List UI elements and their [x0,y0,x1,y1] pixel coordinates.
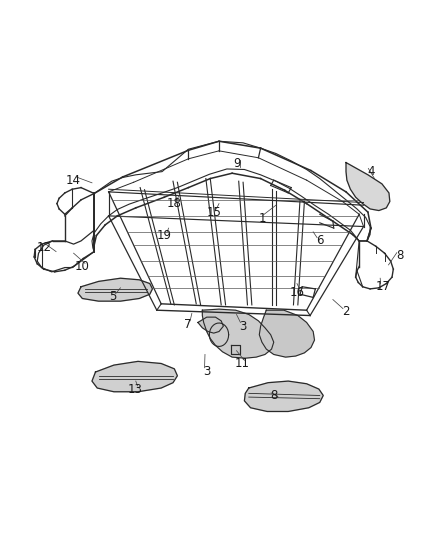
Polygon shape [198,317,223,333]
Text: 3: 3 [240,320,247,333]
Text: 9: 9 [233,157,241,170]
Text: 12: 12 [36,241,51,254]
Text: 8: 8 [270,389,277,402]
Text: 1: 1 [259,212,267,225]
Text: 17: 17 [376,280,391,293]
Text: 7: 7 [184,318,191,330]
Text: 11: 11 [234,357,249,370]
Text: 14: 14 [66,174,81,187]
Polygon shape [231,345,240,354]
Text: 4: 4 [367,165,375,178]
Text: 13: 13 [127,383,142,395]
Polygon shape [346,163,390,211]
Text: 6: 6 [316,235,324,247]
Text: 3: 3 [204,365,211,378]
Polygon shape [92,361,177,392]
Polygon shape [202,309,274,358]
Text: 2: 2 [342,305,350,318]
Text: 10: 10 [75,260,90,273]
Polygon shape [259,310,314,357]
Text: 18: 18 [167,197,182,210]
Text: 15: 15 [206,206,221,219]
Text: 8: 8 [396,249,403,262]
Text: 5: 5 [110,290,117,303]
Text: 16: 16 [290,286,304,298]
Text: 19: 19 [157,229,172,242]
Polygon shape [78,278,152,301]
Polygon shape [244,381,323,411]
